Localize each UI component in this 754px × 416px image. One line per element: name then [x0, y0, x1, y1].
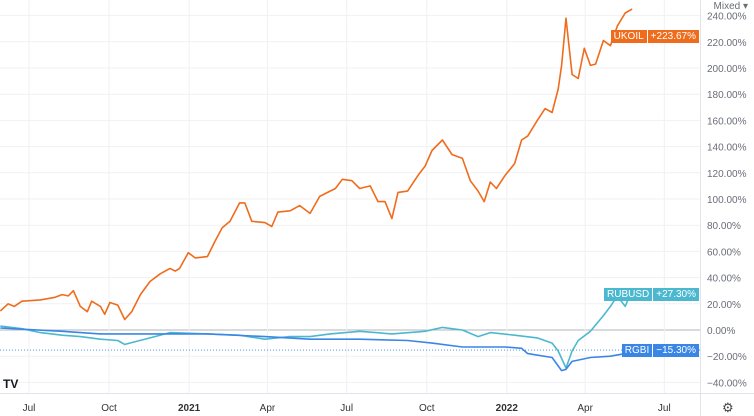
settings-gear-icon[interactable]: ⚙: [722, 400, 734, 415]
y-tick-label: 40.00%: [707, 274, 741, 285]
y-tick-label: 180.00%: [707, 90, 747, 101]
y-tick-label: 140.00%: [707, 143, 747, 154]
scale-mode-menu[interactable]: Mixed ▾: [713, 1, 748, 12]
y-tick-label: 80.00%: [707, 221, 741, 232]
tradingview-logo[interactable]: TV: [3, 377, 19, 391]
x-tick-label: 2022: [496, 403, 519, 414]
series-name-tag: RGBI: [621, 343, 653, 357]
y-tick-label: 240.00%: [707, 12, 747, 23]
y-tick-label: 20.00%: [707, 300, 741, 311]
series-tag: RGBI −15.30%: [621, 343, 699, 357]
x-tick-label: Apr: [260, 403, 276, 414]
series-line-rubusd[interactable]: [0, 289, 633, 369]
series-tag: RUBUSD +27.30%: [604, 287, 699, 301]
y-tick-label: 60.00%: [707, 247, 741, 258]
x-tick-label: Oct: [101, 403, 117, 414]
y-tick-label: −40.00%: [707, 378, 747, 389]
x-tick-label: Jul: [340, 403, 353, 414]
y-tick-label: 100.00%: [707, 195, 747, 206]
y-tick-label: 160.00%: [707, 116, 747, 127]
y-tick-label: 200.00%: [707, 64, 747, 75]
y-tick-label: 220.00%: [707, 38, 747, 49]
x-tick-label: Jul: [23, 403, 36, 414]
series-value-tag: +223.67%: [647, 30, 699, 44]
y-tick-label: −20.00%: [707, 352, 747, 363]
x-tick-label: Apr: [577, 403, 593, 414]
series-name-tag: RUBUSD: [604, 287, 653, 301]
y-tick-label: 120.00%: [707, 169, 747, 180]
x-tick-label: Oct: [419, 403, 435, 414]
series-value-tag: −15.30%: [653, 343, 699, 357]
series-line-rgbi[interactable]: [0, 327, 633, 372]
x-tick-label: 2021: [178, 403, 201, 414]
series-name-tag: UKOIL: [610, 30, 647, 44]
series-line-ukoil[interactable]: [0, 8, 633, 321]
series-value-tag: +27.30%: [653, 287, 699, 301]
y-tick-label: 0.00%: [707, 326, 735, 337]
series-tag: UKOIL +223.67%: [610, 30, 699, 44]
x-tick-label: Jul: [658, 403, 671, 414]
